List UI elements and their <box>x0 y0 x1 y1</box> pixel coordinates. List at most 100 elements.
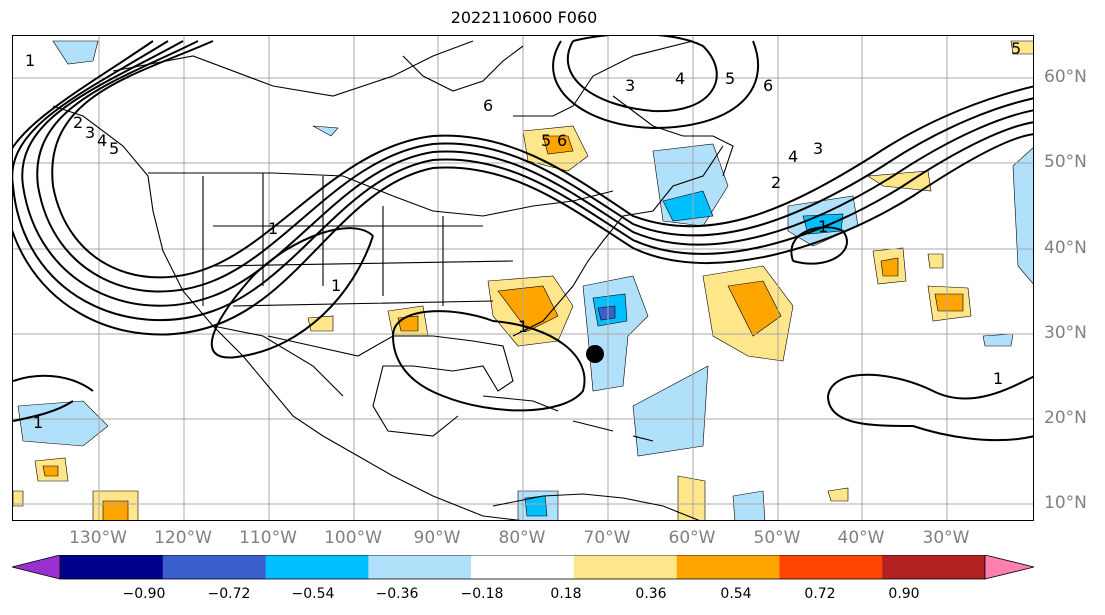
colorbar-right-arrow <box>984 555 1035 580</box>
contour-label: 1 <box>993 369 1003 388</box>
state-borders <box>202 173 514 307</box>
contour-label: 4 <box>675 69 685 88</box>
colorbar-tick: −0.72 <box>207 586 251 602</box>
contour-label: 5 <box>1011 39 1021 58</box>
contour-label: 6 <box>483 96 493 115</box>
contour-label: 1 <box>518 317 528 336</box>
colorbar-tick: 0.36 <box>635 586 667 602</box>
colorbar-tick: 0.72 <box>804 586 836 602</box>
orange-shade-region <box>934 293 964 312</box>
lon-label: 90°W <box>413 528 461 548</box>
contour-label: 3 <box>813 139 823 158</box>
map-title: 2022110600 F060 <box>450 8 598 27</box>
cyan-shade-region <box>662 190 714 222</box>
contour-label: 1 <box>33 413 43 432</box>
colorbar-cell <box>60 555 164 579</box>
yellow-shade-region <box>827 487 849 502</box>
orange-shade-region <box>397 315 419 332</box>
lon-label: 80°W <box>498 528 546 548</box>
lat-label: 20°N <box>1044 408 1087 428</box>
contour-label-group: 1 1 1 1 1 1 1 2 3 4 5 6 2 3 4 5 6 3 4 5 … <box>25 39 1021 432</box>
orange-shade-region <box>42 465 59 477</box>
us-canada-border <box>148 172 614 217</box>
orange-shade-region <box>102 500 129 520</box>
lon-label: 70°W <box>583 528 631 548</box>
blue-shade-region <box>597 305 616 321</box>
colorbar-cell <box>676 555 780 579</box>
map-svg: 1 1 1 1 1 1 1 2 3 4 5 6 2 3 4 5 6 3 4 5 … <box>13 36 1033 520</box>
colorbar-cell <box>368 555 472 579</box>
contour-label: 1 <box>818 217 828 236</box>
blue-shade-region <box>982 333 1014 347</box>
colorbar-cell <box>779 555 883 579</box>
colorbar-cell <box>265 555 369 579</box>
contour-label: 4 <box>788 147 798 166</box>
mexico-border <box>212 325 344 397</box>
colorbar-cell <box>162 555 267 579</box>
lon-label: 30°W <box>922 528 970 548</box>
lon-label: 40°W <box>837 528 885 548</box>
contour-label: 5 <box>541 131 551 150</box>
graticule <box>13 36 1033 520</box>
lon-label: 100°W <box>324 528 382 548</box>
contour-label: 5 <box>725 69 735 88</box>
blue-shade-region <box>732 490 766 520</box>
labrador-coast <box>612 95 734 177</box>
contour-label: 1 <box>25 51 35 70</box>
yellow-shade-region <box>867 170 932 192</box>
lon-label: 50°W <box>753 528 801 548</box>
blue-shade-region <box>17 400 109 447</box>
contour-label: 3 <box>85 123 95 142</box>
colorbar-tick: −0.54 <box>291 586 335 602</box>
orange-shade-region <box>727 280 782 337</box>
contour-label: 6 <box>763 76 773 95</box>
contour-label: 4 <box>97 131 107 150</box>
orange-shade-region <box>497 285 559 332</box>
shaded-regions <box>13 40 1033 520</box>
yellow-shade-region <box>13 490 24 507</box>
lat-label: 30°N <box>1044 323 1087 343</box>
blue-shade-region <box>312 125 339 137</box>
colorbar-tick: 0.90 <box>888 586 920 602</box>
canada-coast <box>112 40 694 117</box>
colorbar-cell <box>573 555 678 579</box>
contour-label: 1 <box>331 276 341 295</box>
lat-label: 10°N <box>1044 493 1087 513</box>
contour-label: 5 <box>109 139 119 158</box>
colorbar-left-arrow <box>11 555 61 580</box>
colorbar-cell <box>471 555 575 579</box>
hudson-bay <box>402 45 524 92</box>
lon-label: 120°W <box>154 528 212 548</box>
colorbar-cell <box>882 555 986 579</box>
yellow-shade-region <box>1010 40 1033 55</box>
contour-label: 6 <box>557 131 567 150</box>
lat-label: 60°N <box>1044 67 1087 87</box>
orange-shade-region <box>880 257 899 277</box>
contour-lines <box>13 36 1033 442</box>
colorbar-tick: −0.18 <box>460 586 504 602</box>
lon-label: 60°W <box>668 528 716 548</box>
blue-shade-region <box>632 365 709 457</box>
east-coast <box>512 145 724 337</box>
colorbar-tick: 0.54 <box>720 586 752 602</box>
yellow-shade-region <box>677 475 706 520</box>
south-america-coast <box>492 493 700 520</box>
orange-shade-region <box>542 135 574 155</box>
contour-label: 2 <box>73 113 83 132</box>
storm-center-dot <box>586 345 604 363</box>
contour-label: 1 <box>268 219 278 238</box>
lon-label: 130°W <box>69 528 127 548</box>
colorbar-tick: −0.36 <box>375 586 419 602</box>
yellow-shade-region <box>927 253 944 269</box>
colorbar-cells <box>59 555 986 580</box>
lat-label: 40°N <box>1044 238 1087 258</box>
map-panel: 1 1 1 1 1 1 1 2 3 4 5 6 2 3 4 5 6 3 4 5 … <box>12 35 1034 521</box>
blue-shade-region <box>1012 147 1033 285</box>
lat-label: 50°N <box>1044 152 1087 172</box>
colorbar-tick: −0.90 <box>122 586 166 602</box>
gulf-coast <box>267 335 514 437</box>
colorbar-tick: 0.18 <box>550 586 582 602</box>
contour-label: 3 <box>625 76 635 95</box>
colorbar <box>11 555 1035 580</box>
lon-label: 110°W <box>239 528 297 548</box>
